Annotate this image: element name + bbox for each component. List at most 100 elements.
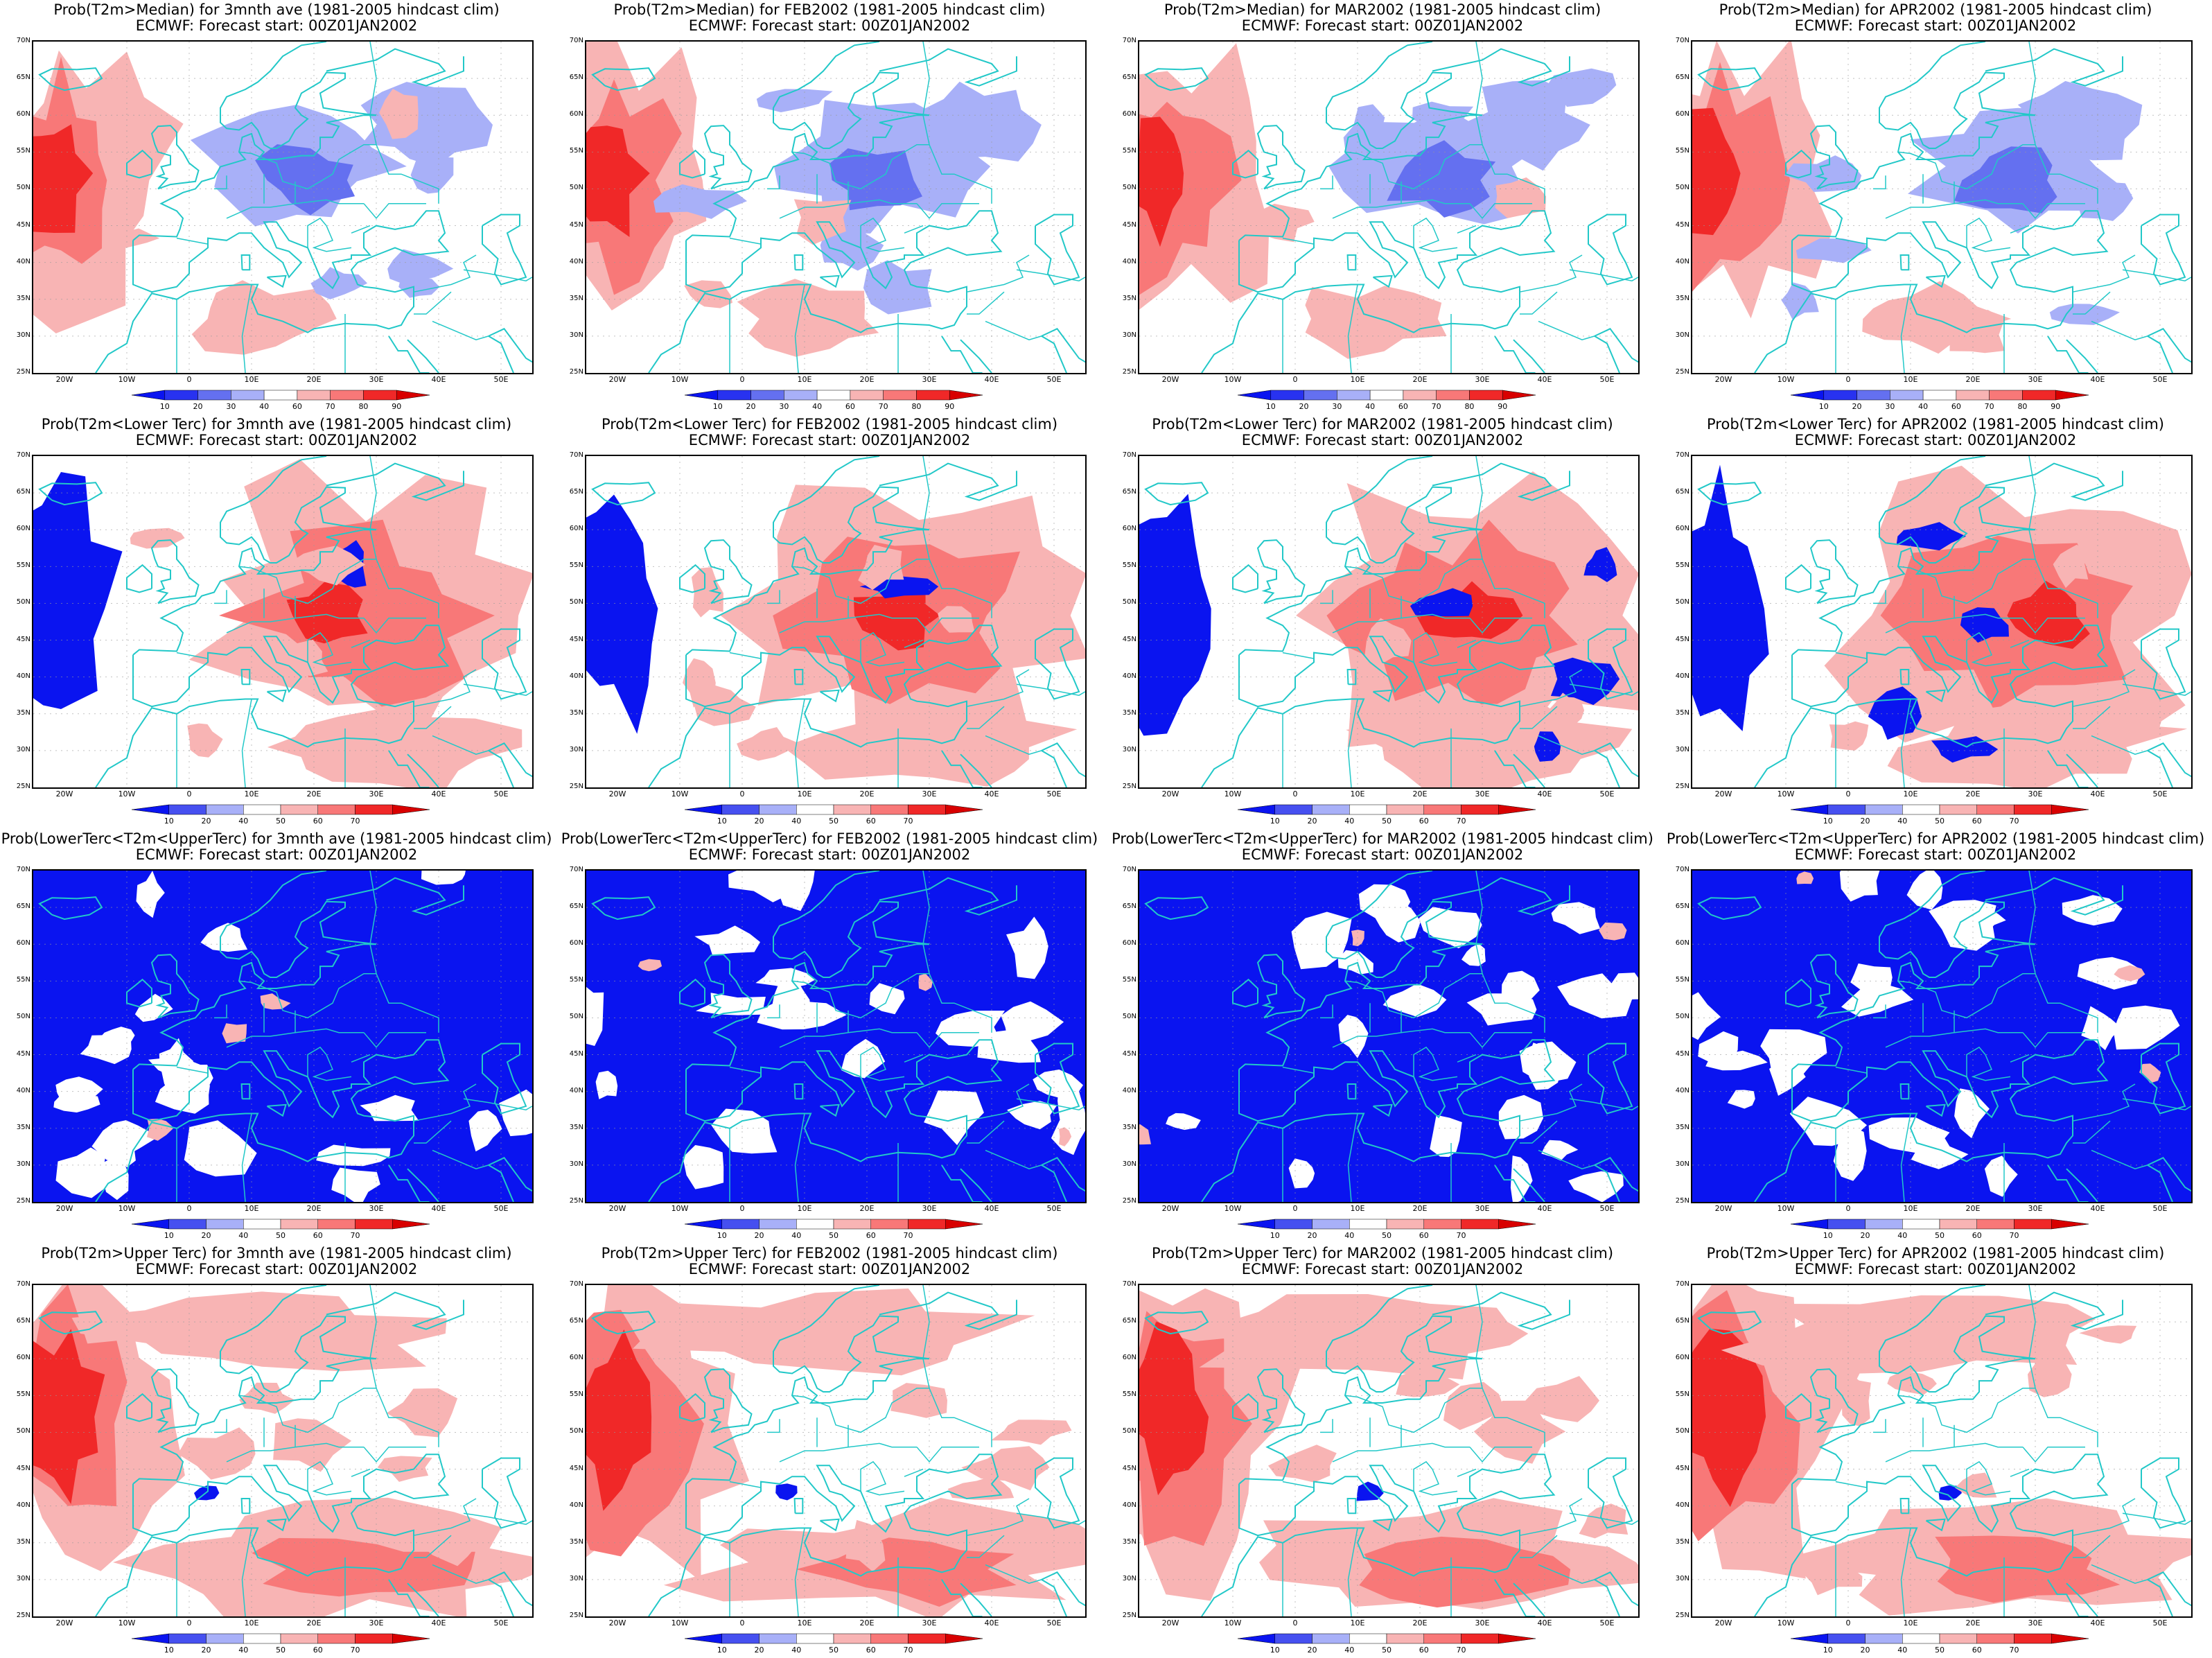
colorbar-label: 60 [866,817,876,826]
country-border [351,1054,371,1063]
lat-tick-label: 30N [1675,745,1689,753]
colorbar-swatch [759,804,797,815]
colorbar-swatch [132,390,166,401]
colorbar-swatch [206,1633,244,1644]
coastline [2147,1157,2191,1192]
lat-tick-label: 45N [1675,1464,1689,1472]
country-border [2028,1285,2036,1388]
lon-tick-label: 10E [1350,1618,1365,1628]
coastline [1588,1042,1633,1115]
lat-tick-label: 65N [1122,73,1136,82]
country-border [1897,143,2098,204]
coastline [1925,1103,1946,1117]
lon-tick-label: 0 [1292,1204,1298,1213]
lon-tick-label: 0 [1845,1204,1851,1213]
colorbar-swatch [1939,1219,1977,1230]
lon-tick-label: 40E [431,375,446,384]
colorbar-swatch [1369,390,1404,401]
shaded-field [845,1519,886,1572]
shaded-field [1410,588,1473,617]
colorbar-label: 10 [164,817,174,826]
country-border [1519,1498,1583,1536]
lat-tick-label: 70N [569,37,583,44]
country-border [176,652,209,659]
lon-tick-label: 0 [186,1618,192,1628]
colorbar-label: 60 [1972,817,1982,826]
lon-tick-label: 10W [1777,375,1795,384]
shaded-field [1387,140,1496,218]
country-border [1016,1098,1085,1110]
shaded-field [1796,871,1814,884]
lon-tick-label: 10W [671,789,689,799]
colorbar-label: 40 [1365,402,1376,411]
coastline [1697,67,1762,91]
country-border [1971,1054,2011,1081]
lon-tick-label: 10E [244,375,259,384]
lat-tick-label: 50N [1122,1427,1136,1436]
lat-tick-label: 35N [569,1123,583,1131]
country-border [2091,735,2148,755]
lat-tick-label: 50N [569,1013,583,1021]
lat-tick-label: 65N [569,488,583,496]
colorbar-label: 10 [1270,1646,1280,1655]
colorbar-label: 40 [238,817,249,826]
shaded-field [1931,736,1999,763]
lat-tick-label: 50N [1675,598,1689,607]
country-border [865,1469,905,1496]
coastline [1432,462,1570,501]
colorbar-swatch [685,1633,722,1644]
lon-tick-label: 0 [186,375,192,384]
lat-tick-label: 45N [16,635,30,643]
forecast-panel: Prob(LowerTerc<T2m<UpperTerc) for MAR200… [1106,829,1659,1244]
country-border [1320,590,1333,604]
lon-tick-label: 10E [1903,789,1918,799]
lon-tick-label: 20W [55,789,73,799]
country-border [241,699,252,787]
lat-tick-label: 60N [569,110,583,119]
shaded-field [839,1309,872,1365]
colorbar-label: 60 [1972,1646,1982,1655]
lon-tick-label: 10W [1777,1204,1795,1213]
panel-title: Prob(LowerTerc<T2m<UpperTerc) for APR200… [1666,830,2205,847]
coastline [679,564,705,593]
shaded-field [1501,970,1540,1009]
colorbar-swatch [870,1633,909,1644]
coastline [1201,210,1556,373]
coastline [1513,753,1545,787]
lat-tick-label: 30N [569,331,583,339]
country-border [767,1419,780,1433]
coastline [1238,456,1483,656]
map-canvas [1692,42,2191,373]
probability-map [1691,869,2193,1203]
colorbar-label: 50 [276,1231,286,1240]
lon-tick-label: 20W [608,1618,626,1628]
country-border [1282,237,1315,245]
colorbar-swatch [168,1219,207,1230]
coastline [1809,954,1859,1019]
colorbar-label: 10 [1265,402,1276,411]
lat-tick-label: 55N [569,1390,583,1399]
lat-tick-label: 65N [1122,488,1136,496]
coastline [1594,742,1638,778]
lat-tick-label: 55N [16,561,30,570]
lon-tick-label: 30E [369,1618,384,1628]
lon-tick-label: 10E [797,789,812,799]
shaded-field [1001,1001,1064,1043]
probability-map [1138,1284,1640,1618]
lat-tick-label: 60N [16,525,30,533]
coastline [1985,462,2123,501]
shaded-field [1692,107,1741,236]
lat-tick-label: 60N [1122,1354,1136,1362]
lon-tick-label: 20W [608,375,626,384]
shaded-field [177,1427,256,1480]
coastline [388,1579,430,1616]
coastline [648,210,1003,373]
panel-subtitle: ECMWF: Forecast start: 00Z01JAN2002 [1241,17,1524,34]
colorbar-swatch [1312,804,1350,815]
coastline [407,1168,439,1202]
colorbar-label: 70 [350,1646,360,1655]
lat-tick-label: 45N [1675,1049,1689,1058]
lon-tick-label: 30E [369,1204,384,1213]
shaded-field [1199,1294,1529,1380]
country-border [860,631,880,663]
